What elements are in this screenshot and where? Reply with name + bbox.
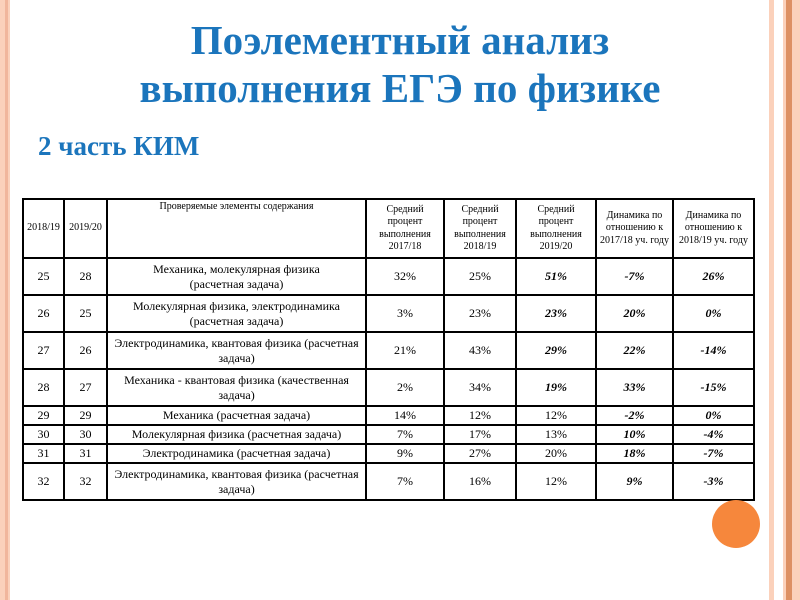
cell-avg-percent-2018-19: 34%	[443, 368, 517, 407]
header-content-elements: Проверяемые элементы содержания	[106, 198, 367, 259]
cell-content-elements: Механика (расчетная задача)	[106, 405, 367, 426]
table-row: 29 29 Механика (расчетная задача) 14% 12% 12%…	[22, 405, 755, 426]
cell-avg-percent-2017-18: 14%	[365, 405, 445, 426]
cell-avg-percent-2017-18: 9%	[365, 443, 445, 464]
cell-task-number-2018-19: 28	[22, 368, 65, 407]
cell-task-number-2019-20: 31	[63, 443, 108, 464]
cell-avg-percent-2019-20: 51%	[515, 257, 597, 296]
cell-avg-percent-2018-19: 27%	[443, 443, 517, 464]
cell-task-number-2018-19: 32	[22, 462, 65, 501]
cell-content-elements: Механика, молекулярная физика (расчетная…	[106, 257, 367, 296]
cell-dynamics-vs-2018-19: -3%	[672, 462, 755, 501]
header-dynamics-vs-2018-19: Динамика по отношению к 2018/19 уч. году	[672, 198, 755, 259]
ege-analysis-table: 2018/19 2019/20 Проверяемые элементы сод…	[22, 198, 755, 501]
cell-dynamics-vs-2018-19: 26%	[672, 257, 755, 296]
table-row: 27 26 Электродинамика, квантовая физика (р…	[22, 331, 755, 370]
right-edge-thin-stripe	[769, 0, 774, 600]
cell-avg-percent-2018-19: 12%	[443, 405, 517, 426]
cell-avg-percent-2018-19: 17%	[443, 424, 517, 445]
cell-task-number-2019-20: 26	[63, 331, 108, 370]
header-avg-percent-2017-18: Средний процент выполнения 2017/18	[365, 198, 445, 259]
cell-dynamics-vs-2018-19: -15%	[672, 368, 755, 407]
table-row: 26 25 Молекулярная физика, электродинамика…	[22, 294, 755, 333]
cell-content-elements: Электродинамика, квантовая физика (расче…	[106, 462, 367, 501]
cell-task-number-2018-19: 31	[22, 443, 65, 464]
cell-avg-percent-2017-18: 2%	[365, 368, 445, 407]
cell-avg-percent-2017-18: 7%	[365, 462, 445, 501]
cell-avg-percent-2018-19: 43%	[443, 331, 517, 370]
table-row: 32 32 Электродинамика, квантовая физика (р…	[22, 462, 755, 501]
cell-dynamics-vs-2018-19: -14%	[672, 331, 755, 370]
header-task-2019-20: 2019/20	[63, 198, 108, 259]
cell-avg-percent-2017-18: 3%	[365, 294, 445, 333]
decorative-circle	[712, 500, 760, 548]
cell-avg-percent-2019-20: 20%	[515, 443, 597, 464]
cell-content-elements: Электродинамика (расчетная задача)	[106, 443, 367, 464]
cell-avg-percent-2018-19: 16%	[443, 462, 517, 501]
cell-task-number-2019-20: 28	[63, 257, 108, 296]
table-row: 31 31 Электродинамика (расчетная задача) 9%…	[22, 443, 755, 464]
cell-dynamics-vs-2018-19: -7%	[672, 443, 755, 464]
cell-avg-percent-2017-18: 32%	[365, 257, 445, 296]
cell-task-number-2018-19: 25	[22, 257, 65, 296]
cell-avg-percent-2018-19: 23%	[443, 294, 517, 333]
cell-task-number-2019-20: 25	[63, 294, 108, 333]
table-row: 30 30 Молекулярная физика (расчетная задач…	[22, 424, 755, 445]
cell-avg-percent-2019-20: 19%	[515, 368, 597, 407]
table-row: 28 27 Механика - квантовая физика (качеств…	[22, 368, 755, 407]
table-header-row: 2018/19 2019/20 Проверяемые элементы сод…	[22, 198, 755, 259]
cell-dynamics-vs-2017-18: -2%	[595, 405, 674, 426]
cell-dynamics-vs-2018-19: 0%	[672, 294, 755, 333]
cell-dynamics-vs-2018-19: 0%	[672, 405, 755, 426]
cell-task-number-2019-20: 27	[63, 368, 108, 407]
header-task-2018-19: 2018/19	[22, 198, 65, 259]
cell-content-elements: Молекулярная физика, электродинамика (ра…	[106, 294, 367, 333]
cell-dynamics-vs-2017-18: 33%	[595, 368, 674, 407]
header-avg-percent-2018-19: Средний процент выполнения 2018/19	[443, 198, 517, 259]
cell-avg-percent-2019-20: 13%	[515, 424, 597, 445]
cell-task-number-2019-20: 29	[63, 405, 108, 426]
table-row: 25 28 Механика, молекулярная физика (расче…	[22, 257, 755, 296]
cell-avg-percent-2019-20: 29%	[515, 331, 597, 370]
cell-content-elements: Электродинамика, квантовая физика (расче…	[106, 331, 367, 370]
cell-dynamics-vs-2017-18: 18%	[595, 443, 674, 464]
slide-subtitle: 2 часть КИМ	[38, 131, 200, 161]
right-edge-stripe-accent	[786, 0, 792, 600]
cell-dynamics-vs-2017-18: 9%	[595, 462, 674, 501]
cell-task-number-2018-19: 29	[22, 405, 65, 426]
slide-title: Поэлементный анализ выполнения ЕГЭ по фи…	[139, 17, 661, 112]
cell-avg-percent-2018-19: 25%	[443, 257, 517, 296]
cell-dynamics-vs-2018-19: -4%	[672, 424, 755, 445]
cell-dynamics-vs-2017-18: -7%	[595, 257, 674, 296]
cell-task-number-2019-20: 30	[63, 424, 108, 445]
cell-task-number-2018-19: 27	[22, 331, 65, 370]
cell-content-elements: Механика - квантовая физика (качественна…	[106, 368, 367, 407]
cell-dynamics-vs-2017-18: 10%	[595, 424, 674, 445]
header-dynamics-vs-2017-18: Динамика по отношению к 2017/18 уч. году	[595, 198, 674, 259]
header-avg-percent-2019-20: Средний процент выполнения 2019/20	[515, 198, 597, 259]
cell-avg-percent-2019-20: 23%	[515, 294, 597, 333]
cell-dynamics-vs-2017-18: 20%	[595, 294, 674, 333]
cell-task-number-2018-19: 30	[22, 424, 65, 445]
cell-avg-percent-2019-20: 12%	[515, 462, 597, 501]
cell-avg-percent-2019-20: 12%	[515, 405, 597, 426]
cell-task-number-2019-20: 32	[63, 462, 108, 501]
left-edge-stripe-accent	[5, 0, 8, 600]
cell-task-number-2018-19: 26	[22, 294, 65, 333]
cell-avg-percent-2017-18: 7%	[365, 424, 445, 445]
cell-avg-percent-2017-18: 21%	[365, 331, 445, 370]
cell-dynamics-vs-2017-18: 22%	[595, 331, 674, 370]
cell-content-elements: Молекулярная физика (расчетная задача)	[106, 424, 367, 445]
